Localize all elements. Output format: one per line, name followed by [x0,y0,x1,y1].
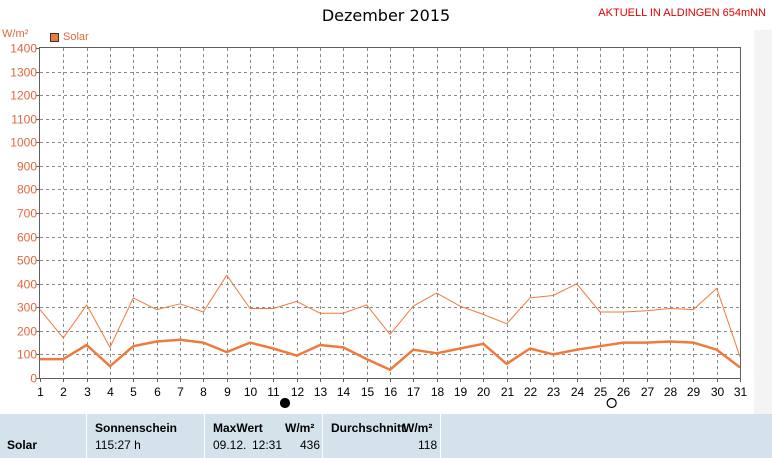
y-tick-label: 800 [17,183,37,197]
x-tick-label: 7 [177,385,184,399]
series-line-average [40,338,741,372]
legend-swatch [50,32,59,42]
full-moon-marker [279,397,291,409]
stats-row-label: Solar [7,438,38,452]
moon-markers [279,397,617,409]
stats-empty-cell [440,414,772,458]
x-tick-label: 14 [337,385,351,399]
x-tick-label: 5 [130,385,137,399]
y-tick-label: 500 [17,254,37,268]
x-tick-label: 6 [154,385,161,399]
maxwert-value: 436 [300,438,321,452]
x-tick-label: 2 [60,385,67,399]
x-tick-label: 15 [361,385,375,399]
y-tick-label: 1400 [10,42,37,56]
x-tick-label: 11 [267,385,280,399]
x-tick-label: 3 [84,385,91,399]
y-tick-label: 900 [17,160,37,174]
x-tick-label: 18 [431,385,445,399]
sunshine-cell: Sonnenschein 115:27 h [86,414,205,458]
x-tick-label: 9 [224,385,231,399]
y-tick-labels: 0 100 200 300 400 500 600 700 800 900 1000 1100 1200… [10,42,37,386]
grid-layer [36,48,741,382]
x-tick-label: 28 [664,385,678,399]
legend-label: Solar [63,31,89,43]
sunshine-value: 115:27 h [95,438,141,452]
y-tick-label: 100 [17,348,37,362]
station-label: AKTUELL IN ALDINGEN 654mNN [598,7,766,19]
x-tick-label: 31 [734,385,748,399]
average-header: Durchschnitt [331,421,406,435]
chart-canvas: 0 100 200 300 400 500 600 700 800 900 1000 1100 1200… [10,42,747,409]
x-tick-label: 22 [524,385,538,399]
y-tick-label: 600 [17,231,37,245]
y-tick-label: 300 [17,301,37,315]
plot-frame [39,47,741,379]
y-axis-unit-label: W/m² [2,28,29,40]
y-tick-label: 1300 [10,66,37,80]
side-panel-edge [754,30,772,414]
x-tick-label: 4 [107,385,114,399]
average-unit: W/m² [403,421,433,435]
maxwert-unit: W/m² [285,421,315,435]
new-moon-marker [606,397,617,409]
y-tick-label: 400 [17,278,37,292]
x-tick-label: 19 [454,385,468,399]
average-value: 118 [418,438,438,452]
x-tick-label: 26 [617,385,631,399]
stats-row-label-cell: Solar [0,414,86,458]
x-tick-label: 12 [291,385,305,399]
x-tick-label: 25 [594,385,608,399]
x-tick-label: 23 [547,385,561,399]
maxwert-date: 09.12. [213,438,247,452]
x-tick-label: 20 [477,385,491,399]
average-cell: Durchschnitt W/m² 118 [322,414,441,458]
stats-panel: Solar Sonnenschein 115:27 h MaxWert W/m²… [0,414,772,458]
x-tick-label: 29 [687,385,701,399]
x-tick-label: 30 [711,385,725,399]
y-tick-label: 1200 [10,89,37,103]
x-tick-label: 24 [571,385,585,399]
x-tick-label: 16 [384,385,398,399]
x-tick-label: 21 [501,385,515,399]
maxwert-header: MaxWert [213,421,263,435]
maxwert-cell: MaxWert W/m² 09.12. 12:31 436 [204,414,323,458]
y-tick-label: 1000 [10,136,37,150]
chart-title: Dezember 2015 [321,6,451,25]
x-tick-label: 10 [244,385,258,399]
sunshine-header: Sonnenschein [95,421,178,435]
x-tick-label: 17 [407,385,421,399]
series-line-max [39,274,741,357]
maxwert-time: 12:31 [252,438,283,452]
y-tick-label: 700 [17,207,37,221]
x-tick-label: 27 [641,385,655,399]
legend: Solar [50,31,89,43]
x-tick-label: 8 [200,385,207,399]
y-tick-label: 0 [30,372,37,386]
y-tick-label: 1100 [11,113,37,127]
x-tick-labels: 1 2 3 4 5 6 7 8 9 10 11 12 13 14 15 16 17 18 19 20 21 22 23 24 2… [37,385,747,399]
y-tick-label: 200 [17,325,37,339]
x-tick-label: 13 [314,385,328,399]
x-tick-label: 1 [37,385,44,399]
series-layer [39,274,741,372]
